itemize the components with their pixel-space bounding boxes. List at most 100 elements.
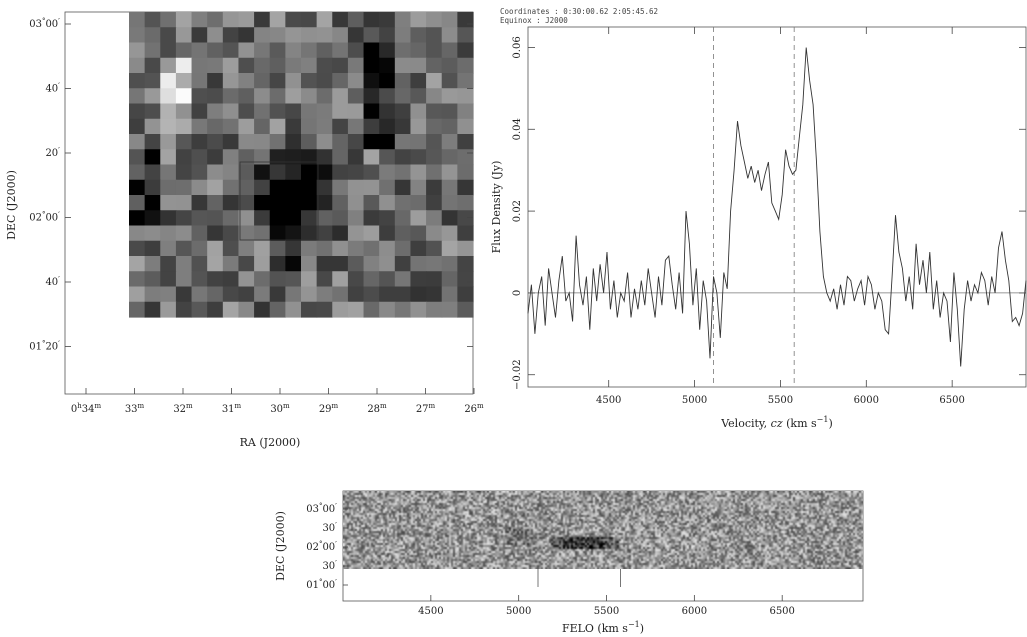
map-pixel [379,256,396,272]
map-pixel [410,225,427,242]
map-pixel [301,103,318,120]
map-pixel [332,73,349,89]
map-pixel [457,73,474,89]
map-pixel [316,88,333,105]
felo-tick-label: 4500 [418,606,443,617]
pv-x-label: FELO (km s−1) [562,620,644,635]
flux-tick-label: −0.02 [512,359,523,390]
ra-tick-label: 31m [222,402,242,415]
map-pixel [379,12,396,28]
map-pixel [238,164,255,181]
map-pixel [129,301,146,318]
map-pixel [144,149,161,166]
map-pixel [394,27,412,44]
map-pixel [269,149,286,166]
map-pixel [316,240,333,257]
map-pixel [129,271,146,288]
map-pixel [175,164,193,181]
map-pixel [426,103,443,120]
map-pixel [441,42,458,59]
map-pixel [332,286,349,303]
flux-tick-label: 0.04 [512,118,523,140]
map-pixel [285,179,302,196]
map-pixel [347,179,365,196]
map-pixel [175,103,193,120]
map-pixel [129,240,146,257]
map-pixel [285,149,302,166]
map-pixel [254,210,271,227]
map-pixel [175,134,193,150]
map-pixel [394,57,412,74]
map-pixel [207,88,224,105]
map-pixel [457,42,474,59]
map-pixel [254,256,271,272]
map-pixel [301,286,318,303]
ra-tick-label: 28m [367,402,387,415]
map-pixel [426,12,443,28]
map-pixel [285,27,302,44]
map-pixel [269,27,286,44]
map-pixel [410,286,427,303]
map-pixel [207,286,224,303]
map-pixel [285,286,302,303]
map-pixel [269,88,286,105]
map-pixel [332,27,349,44]
map-pixel [222,179,240,196]
ra-tick-label: 27m [416,402,436,415]
map-pixel [301,195,318,211]
map-pixel [191,149,208,166]
map-pixel [129,73,146,89]
map-pixel [269,210,286,227]
map-pixel [238,271,255,288]
map-pixel [160,164,177,181]
map-pixel [316,179,333,196]
map-pixel [254,103,271,120]
map-pixel [269,225,286,242]
map-pixel [254,149,271,166]
map-pixel [269,240,286,257]
map-pixel [160,271,177,288]
dec-tick-label: 40′ [45,275,60,288]
map-pixel [379,149,396,166]
map-pixel [144,164,161,181]
map-pixel [316,210,333,227]
map-pixel [394,103,412,120]
map-pixel [316,164,333,181]
pv-y-ticks: 03°00′ 30′ 02°00′ 30′ 01°00′ [306,502,348,591]
map-pixel [394,42,412,59]
map-pixel [191,134,208,150]
velocity-tick-label: 5500 [768,395,793,406]
map-pixel [191,210,208,227]
spectrum-y-label: Flux Density (Jy) [490,161,503,254]
pv-y-label: DEC (J2000) [274,511,287,581]
map-pixel [316,12,333,28]
map-pixel [394,195,412,211]
map-pixel [332,179,349,196]
map-pixel [301,301,318,318]
felo-tick-label: 6500 [769,606,794,617]
map-pixel [363,134,380,150]
map-pixel [222,103,240,120]
map-pixel [191,164,208,181]
map-pixel [191,12,208,28]
velocity-tick-label: 4500 [596,395,621,406]
map-pixel [410,42,427,59]
map-pixel [363,256,380,272]
map-pixel [379,301,396,318]
coordinates-header: Coordinates : 0:30:00.62 2:05:45.62 [500,7,658,16]
map-pixel [144,118,161,135]
map-pixel [379,27,396,44]
map-pixel [332,88,349,105]
map-pixel [269,57,286,74]
map-pixel [238,57,255,74]
map-pixel [316,103,333,120]
map-pixel [457,12,474,28]
map-pixel [269,301,286,318]
map-pixel [363,118,380,135]
map-pixel [222,88,240,105]
map-pixel [410,164,427,181]
map-pixel [129,195,146,211]
map-pixel [207,73,224,89]
map-pixel [222,286,240,303]
map-pixel [363,225,380,242]
